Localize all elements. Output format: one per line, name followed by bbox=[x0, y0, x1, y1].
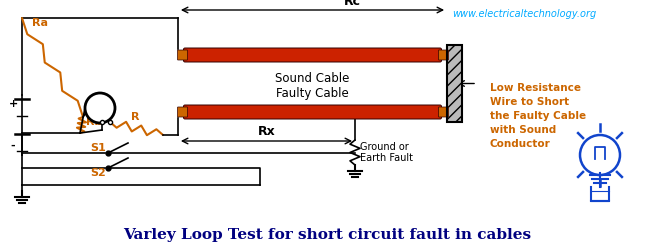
Text: Varley Loop Test for short circuit fault in cables: Varley Loop Test for short circuit fault… bbox=[123, 228, 531, 242]
Text: Ra: Ra bbox=[32, 18, 48, 28]
Text: +: + bbox=[9, 99, 18, 109]
Text: Sound Cable: Sound Cable bbox=[275, 72, 350, 85]
FancyBboxPatch shape bbox=[178, 107, 187, 117]
Text: G: G bbox=[94, 101, 105, 115]
Text: Rb: Rb bbox=[86, 117, 102, 127]
FancyBboxPatch shape bbox=[183, 105, 441, 119]
FancyBboxPatch shape bbox=[438, 107, 449, 117]
Text: www.electricaltechnology.org: www.electricaltechnology.org bbox=[452, 9, 596, 19]
Text: S2: S2 bbox=[90, 168, 105, 178]
Bar bbox=[447, 45, 462, 122]
Text: Rc: Rc bbox=[344, 0, 361, 8]
Text: S1: S1 bbox=[90, 143, 105, 153]
Text: Faulty Cable: Faulty Cable bbox=[276, 87, 349, 100]
Text: Rx: Rx bbox=[257, 125, 275, 138]
Text: Low Resistance
Wire to Short
the Faulty Cable
with Sound
Conductor: Low Resistance Wire to Short the Faulty … bbox=[490, 83, 586, 149]
FancyBboxPatch shape bbox=[183, 48, 441, 62]
Text: Ground or
Earth Fault: Ground or Earth Fault bbox=[360, 142, 413, 163]
Text: -: - bbox=[10, 141, 15, 151]
Text: R: R bbox=[131, 112, 140, 122]
Bar bbox=[447, 45, 462, 122]
Circle shape bbox=[85, 93, 115, 123]
FancyBboxPatch shape bbox=[178, 50, 187, 60]
FancyBboxPatch shape bbox=[438, 50, 449, 60]
